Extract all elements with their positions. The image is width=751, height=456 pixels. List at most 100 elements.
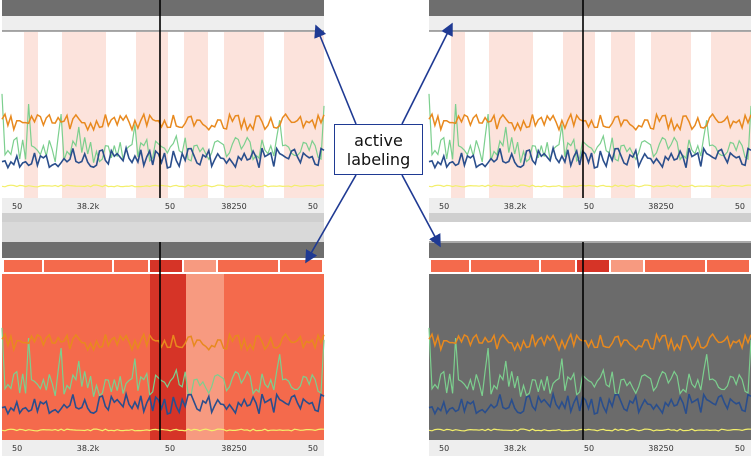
panel-top-right: 50 38.2k 50 38250 50: [428, 0, 751, 213]
axis-strip: [2, 198, 324, 213]
label-band: [62, 32, 106, 198]
strip-segment: [645, 260, 705, 272]
series-line: [1, 144, 325, 170]
strip-segment: [44, 260, 112, 272]
series-line: [428, 390, 751, 416]
gray-plot-bg: [429, 274, 751, 440]
strip-segment: [707, 260, 749, 272]
panel-header-bar: [2, 0, 324, 16]
series-line: [1, 390, 325, 416]
panel-subheader: [429, 16, 751, 31]
panel-subheader: [2, 16, 324, 31]
heat-band-dark: [150, 274, 186, 440]
series-line: [1, 93, 325, 163]
tick-label: 50: [12, 444, 22, 453]
tick-label: 50: [439, 202, 449, 211]
label-heatmap: [2, 274, 324, 440]
panel-bottom-left: 50 38.2k 50 38250 50: [1, 222, 325, 456]
time-series-lines: [1, 93, 325, 188]
strip-segment: [280, 260, 322, 272]
tick-label: 38250: [648, 202, 673, 211]
tick-label: 50: [308, 444, 318, 453]
tick-label: 38.2k: [77, 444, 100, 453]
axis-ticks: 50 38.2k 50 38250 50: [439, 202, 745, 211]
tick-label: 50: [735, 202, 745, 211]
panel-top-left: 50 38.2k 50 38250 50: [1, 0, 325, 213]
panel-top-strip: [429, 222, 751, 242]
series-line: [428, 332, 751, 353]
separator-bar: [429, 213, 751, 222]
tick-label: 50: [439, 444, 449, 453]
label-band: [136, 32, 168, 198]
strip-segment: [4, 260, 42, 272]
label-band: [224, 32, 264, 198]
tick-label: 38250: [221, 444, 246, 453]
tick-label: 38.2k: [77, 202, 100, 211]
label-band: [24, 32, 38, 198]
time-series-lines: [428, 327, 751, 432]
time-series-lines: [428, 93, 751, 188]
series-line: [428, 144, 751, 170]
tick-label: 50: [735, 444, 745, 453]
tick-label: 50: [12, 202, 22, 211]
strip-segment: [150, 260, 182, 272]
label-band: [451, 32, 465, 198]
label-band: [489, 32, 533, 198]
label-strip: [429, 258, 751, 274]
tick-label: 50: [584, 202, 594, 211]
series-line: [1, 428, 325, 432]
label-band: [711, 32, 751, 198]
arrow-to-top-left: [314, 24, 357, 125]
series-line: [428, 184, 751, 188]
series-line: [428, 327, 751, 397]
strip-segment: [184, 260, 216, 272]
series-line: [1, 332, 325, 353]
panel-header-bar: [2, 242, 324, 258]
label-band: [563, 32, 595, 198]
axis-strip: [2, 440, 324, 456]
series-line: [1, 184, 325, 188]
panel-header-bar: [429, 243, 751, 258]
series-line: [428, 112, 751, 133]
arrows: [305, 22, 453, 264]
series-line: [1, 112, 325, 133]
arrow-to-bottom-left: [305, 174, 357, 264]
label-bands: [451, 32, 751, 198]
callout-line-1: active: [354, 130, 403, 150]
strip-segment: [114, 260, 148, 272]
time-series-lines: [1, 327, 325, 432]
series-line: [428, 93, 751, 163]
axis-ticks: 50 38.2k 50 38250 50: [12, 202, 318, 211]
callout-line-2: labeling: [346, 149, 411, 169]
tick-label: 50: [165, 202, 175, 211]
label-band: [184, 32, 208, 198]
tick-label: 50: [165, 444, 175, 453]
strip-segment: [471, 260, 539, 272]
arrow-to-top-right: [401, 22, 453, 125]
panel-header-bar: [429, 0, 751, 16]
tick-label: 38250: [221, 202, 246, 211]
separator-bar: [2, 213, 324, 222]
tick-label: 38.2k: [504, 444, 527, 453]
active-labeling-callout: active labeling: [334, 124, 423, 175]
series-line: [1, 327, 325, 397]
strip-segment: [577, 260, 609, 272]
strip-segment: [431, 260, 469, 272]
axis-ticks: 50 38.2k 50 38250 50: [439, 444, 745, 453]
axis-ticks: 50 38.2k 50 38250 50: [12, 444, 318, 453]
heat-band-light: [186, 274, 224, 440]
label-strip: [2, 258, 324, 274]
strip-segment: [541, 260, 575, 272]
axis-strip: [429, 198, 751, 213]
arrow-to-bottom-right: [401, 174, 441, 248]
strip-segment: [218, 260, 278, 272]
label-band: [611, 32, 635, 198]
strip-segment: [611, 260, 643, 272]
series-line: [428, 428, 751, 432]
tick-label: 38.2k: [504, 202, 527, 211]
label-band: [284, 32, 324, 198]
tick-label: 50: [308, 202, 318, 211]
label-band: [651, 32, 691, 198]
axis-strip: [429, 440, 751, 456]
